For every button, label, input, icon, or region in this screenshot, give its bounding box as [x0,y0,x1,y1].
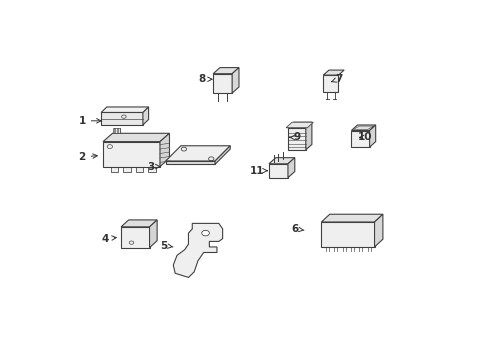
Polygon shape [103,133,170,141]
Polygon shape [103,141,160,167]
Text: 1: 1 [78,116,101,126]
Polygon shape [321,214,383,222]
Polygon shape [286,122,314,128]
Polygon shape [149,220,157,248]
Polygon shape [113,128,120,133]
Polygon shape [121,220,157,227]
Polygon shape [323,70,344,75]
Circle shape [202,230,209,236]
Text: 8: 8 [198,74,212,84]
Polygon shape [323,75,339,92]
Polygon shape [288,122,312,128]
Bar [325,78,337,83]
Bar [336,233,345,238]
Polygon shape [213,68,239,74]
Polygon shape [166,161,215,164]
Text: 3: 3 [147,162,160,172]
Bar [111,167,118,172]
Polygon shape [121,227,149,248]
Bar [325,233,334,238]
Polygon shape [143,107,148,125]
Bar [347,239,356,244]
Polygon shape [173,223,222,278]
Text: 2: 2 [78,152,98,162]
Bar [123,167,131,172]
Bar [125,232,142,239]
Polygon shape [306,122,312,150]
Bar [148,167,156,172]
Bar [136,167,143,172]
Text: 6: 6 [291,224,304,234]
Polygon shape [351,131,369,147]
Text: 5: 5 [160,240,173,251]
Bar [107,150,141,164]
Polygon shape [321,222,374,247]
Text: 11: 11 [249,166,267,176]
Polygon shape [269,158,295,164]
Polygon shape [288,158,295,177]
Bar [358,239,367,244]
Polygon shape [269,164,288,177]
Bar [216,77,230,82]
Bar [336,226,345,231]
Text: 7: 7 [332,74,342,84]
Bar [325,226,334,231]
Polygon shape [213,74,232,93]
Bar [358,226,367,231]
Bar [358,233,367,238]
Text: 10: 10 [358,132,372,143]
Bar [347,233,356,238]
Polygon shape [101,107,148,112]
Polygon shape [232,68,239,93]
Bar [336,239,345,244]
Bar [325,239,334,244]
Text: 4: 4 [101,234,116,244]
Polygon shape [215,146,230,164]
Bar [272,168,283,175]
Polygon shape [101,112,143,125]
Polygon shape [288,128,306,150]
Text: 9: 9 [290,132,300,143]
Polygon shape [351,125,376,131]
Polygon shape [160,133,170,167]
Polygon shape [374,214,383,247]
Polygon shape [369,125,376,147]
Polygon shape [166,146,230,161]
Bar [347,226,356,231]
